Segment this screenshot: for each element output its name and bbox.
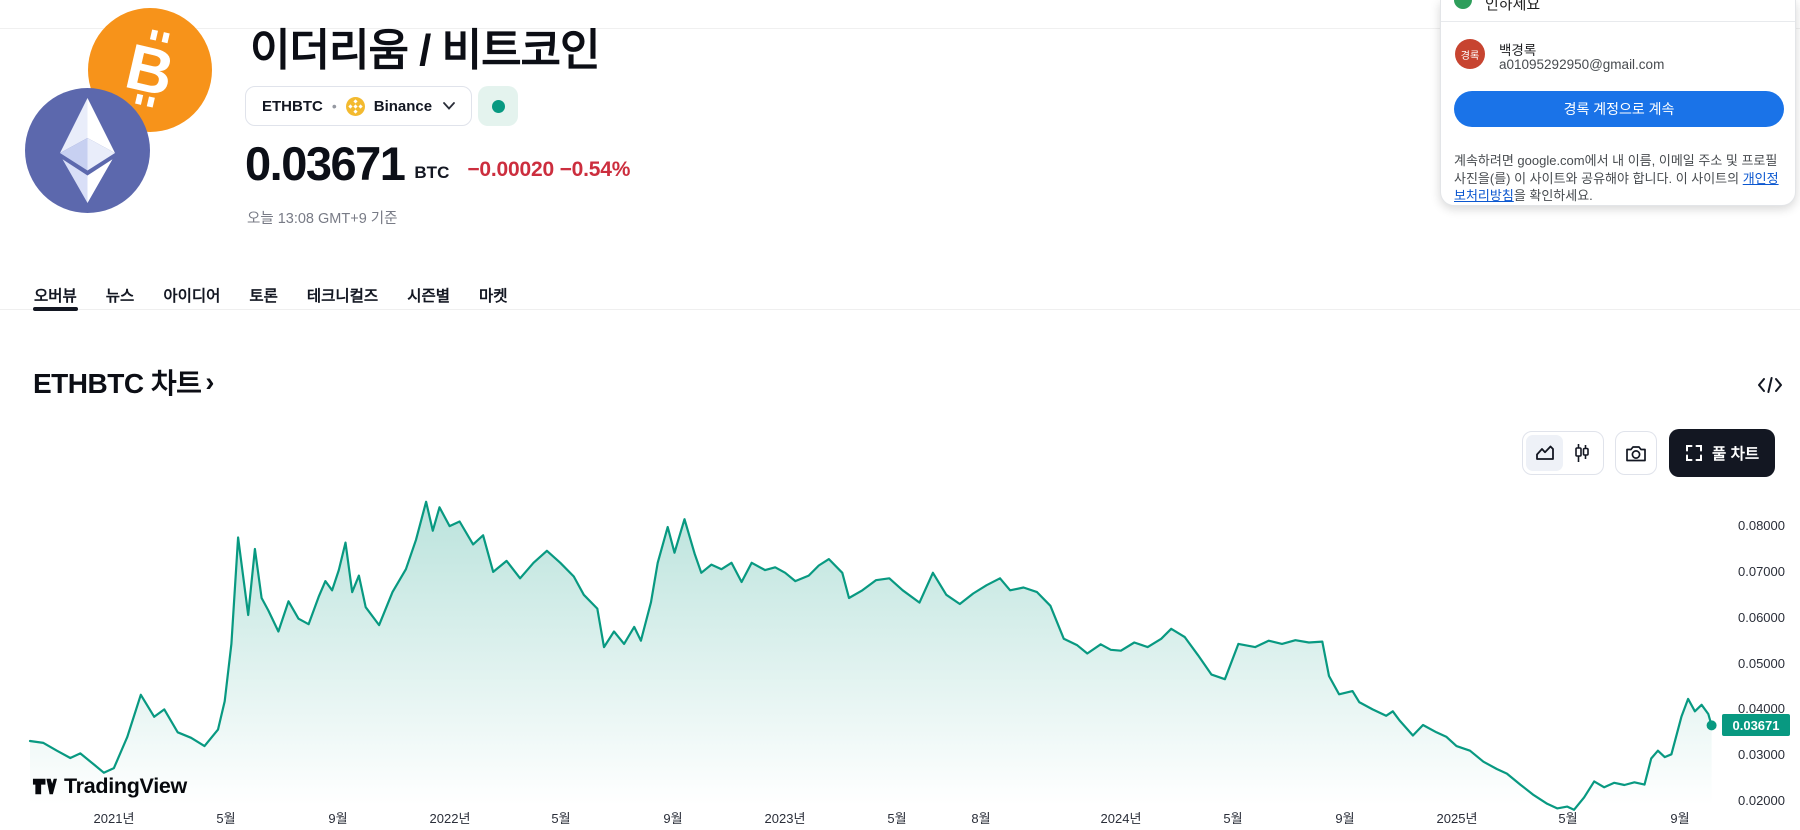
x-axis-label: 2021년 bbox=[93, 811, 135, 826]
x-axis-label: 5월 bbox=[216, 811, 236, 826]
separator-dot: • bbox=[331, 98, 337, 114]
tab-markets[interactable]: 마켓 bbox=[478, 274, 509, 309]
x-axis-label: 5월 bbox=[1223, 811, 1243, 826]
full-chart-label: 풀 차트 bbox=[1712, 446, 1760, 463]
y-axis-label: 0.07000 bbox=[1738, 564, 1785, 579]
y-axis-label: 0.04000 bbox=[1738, 701, 1785, 716]
price-change: −0.00020 −0.54% bbox=[467, 158, 630, 187]
x-axis-label: 9월 bbox=[328, 811, 348, 826]
disclaimer-text-2: 을 확인하세요. bbox=[1513, 188, 1593, 203]
disclaimer-text-1: 계속하려면 google.com에서 내 이름, 이메일 주소 및 프로필 사진… bbox=[1454, 153, 1778, 186]
tab-ideas[interactable]: 아이디어 bbox=[162, 274, 221, 309]
price-change-abs: −0.00020 bbox=[467, 158, 554, 181]
tab-bar: 오버뷰 뉴스 아이디어 토론 테크니컬즈 시즌별 마켓 bbox=[0, 274, 1800, 311]
chart-heading-link[interactable]: ETHBTC 차트 › bbox=[33, 362, 214, 402]
page-title: 이더리움 / 비트코인 bbox=[250, 26, 601, 75]
full-chart-button[interactable]: 풀 차트 bbox=[1669, 429, 1776, 477]
price-chart[interactable]: 2021년 5월 9월 2022년 5월 9월 2023년 5월 8월 2024년 5월 9월 2025… bbox=[0, 430, 1800, 830]
market-open-dot-icon bbox=[491, 99, 505, 113]
x-axis-label: 5월 bbox=[551, 811, 571, 826]
y-axis-label: 0.05000 bbox=[1738, 656, 1785, 671]
x-axis-label: 2022년 bbox=[429, 811, 471, 826]
chart-heading: ETHBTC 차트 bbox=[33, 368, 202, 399]
y-axis-label: 0.08000 bbox=[1738, 518, 1785, 533]
chart-style-switcher bbox=[1522, 431, 1604, 475]
tab-overview[interactable]: 오버뷰 bbox=[33, 274, 78, 311]
continue-as-button[interactable]: 경록 계정으로 계속 bbox=[1454, 91, 1784, 127]
green-avatar-icon bbox=[1454, 0, 1472, 9]
x-axis-label: 9월 bbox=[1670, 811, 1690, 826]
price-timestamp: 오늘 13:08 GMT+9 기준 bbox=[247, 211, 398, 227]
tradingview-wordmark: TradingView bbox=[64, 774, 187, 798]
symbol-label: ETHBTC bbox=[262, 97, 323, 115]
fullscreen-icon bbox=[1685, 444, 1703, 462]
chart-area-fill bbox=[30, 501, 1712, 830]
price-change-pct: −0.54% bbox=[559, 158, 631, 181]
tab-discussion[interactable]: 토론 bbox=[248, 274, 279, 309]
y-axis-label: 0.03000 bbox=[1738, 747, 1785, 762]
last-price-badge: 0.03671 bbox=[1722, 714, 1790, 736]
header-divider bbox=[0, 28, 1800, 29]
symbol-switcher[interactable]: ETHBTC • Binance bbox=[245, 86, 473, 126]
privacy-policy-link[interactable]: 개인정보처리방침 bbox=[1454, 170, 1779, 204]
tab-technicals[interactable]: 테크니컬즈 bbox=[306, 274, 379, 309]
y-axis-label: 0.02000 bbox=[1738, 793, 1785, 808]
tab-news[interactable]: 뉴스 bbox=[105, 274, 136, 309]
x-axis-label: 2025년 bbox=[1436, 811, 1478, 826]
account-name: 백경록 bbox=[1499, 43, 1537, 58]
account-avatar: 경록 bbox=[1455, 39, 1485, 69]
x-axis-label: 8월 bbox=[971, 811, 991, 826]
price-row: 0.03671 BTC −0.00020 −0.54% bbox=[245, 140, 630, 187]
tradingview-mark-icon bbox=[32, 774, 57, 799]
symbol-logos: B bbox=[25, 8, 225, 218]
x-axis-label: 5월 bbox=[887, 811, 907, 826]
exchange-label: Binance bbox=[373, 97, 433, 115]
chevron-right-icon: › bbox=[205, 366, 215, 397]
popup-divider bbox=[1441, 21, 1795, 22]
y-axis-label: 0.06000 bbox=[1738, 610, 1785, 625]
binance-icon bbox=[345, 96, 365, 116]
candlestick-icon bbox=[1574, 443, 1590, 463]
price-currency: BTC bbox=[414, 163, 450, 182]
price-value: 0.03671 bbox=[245, 137, 406, 190]
popup-clipped-header: 인하세요 bbox=[1441, 0, 1795, 21]
market-status-button[interactable] bbox=[478, 86, 518, 126]
google-signin-popup: 인하세요 경록 백경록 a01095292950@gmail.com 경록 계정… bbox=[1440, 0, 1796, 206]
x-axis-label: 9월 bbox=[1335, 811, 1355, 826]
popup-clipped-text: 인하세요 bbox=[1485, 0, 1541, 13]
chart-line bbox=[28, 500, 1713, 811]
x-axis-label: 5월 bbox=[1558, 811, 1578, 826]
area-chart-style-button[interactable] bbox=[1526, 435, 1563, 471]
candlestick-style-button[interactable] bbox=[1563, 435, 1600, 471]
area-chart-icon bbox=[1535, 444, 1555, 462]
popup-disclaimer: 계속하려면 google.com에서 내 이름, 이메일 주소 및 프로필 사진… bbox=[1454, 152, 1786, 205]
x-axis-label: 2023년 bbox=[764, 811, 806, 826]
chevron-down-icon bbox=[443, 102, 455, 110]
ethereum-icon bbox=[25, 88, 150, 213]
x-axis-label: 9월 bbox=[663, 811, 683, 826]
embed-code-button[interactable] bbox=[1750, 366, 1790, 404]
x-axis-label: 2024년 bbox=[1100, 811, 1142, 826]
camera-icon bbox=[1625, 444, 1647, 463]
tradingview-logo[interactable]: TradingView bbox=[32, 774, 187, 799]
snapshot-camera-button[interactable] bbox=[1615, 431, 1657, 475]
tab-seasonal[interactable]: 시즌별 bbox=[406, 274, 451, 309]
code-icon bbox=[1757, 375, 1783, 395]
chart-canvas[interactable] bbox=[0, 430, 1800, 830]
last-price-dot bbox=[1706, 720, 1717, 731]
account-email: a01095292950@gmail.com bbox=[1499, 57, 1665, 72]
